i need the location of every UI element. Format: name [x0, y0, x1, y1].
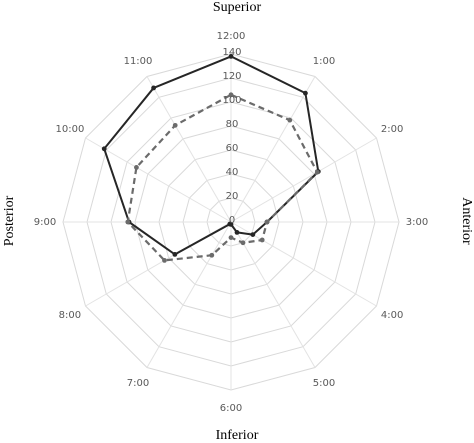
radial-tick-label: 20: [226, 191, 239, 202]
direction-label-posterior: Posterior: [2, 195, 17, 246]
category-label: 2:00: [381, 124, 403, 135]
series-point-2: [259, 237, 265, 243]
category-label: 3:00: [406, 217, 428, 228]
category-label: 12:00: [217, 31, 246, 42]
grid-spoke: [146, 221, 232, 368]
series-point-2: [264, 219, 270, 225]
category-label: 10:00: [56, 124, 85, 135]
radar-series: [101, 54, 321, 263]
radial-tick-label: 140: [222, 47, 241, 58]
series-point-1: [228, 54, 234, 59]
category-label: 1:00: [313, 56, 335, 67]
series-point-1: [227, 221, 233, 227]
grid-spoke: [230, 76, 316, 223]
radial-tick-label: 100: [222, 95, 241, 106]
series-point-2: [125, 219, 131, 225]
radial-tick-label: 40: [226, 167, 239, 178]
category-label: 5:00: [313, 378, 335, 389]
category-label: 9:00: [34, 217, 56, 228]
category-label: 11:00: [124, 56, 153, 67]
series-point-2: [240, 240, 246, 246]
category-label: 7:00: [127, 378, 149, 389]
grid-spoke: [85, 137, 232, 223]
category-label: 8:00: [59, 310, 81, 321]
category-label: 4:00: [381, 310, 403, 321]
radar-grid: [62, 53, 400, 391]
direction-label-inferior: Inferior: [216, 428, 259, 443]
series-point-1: [172, 252, 178, 257]
series-point-1: [151, 85, 157, 91]
radial-tick-label: 0: [229, 215, 235, 226]
category-label: 6:00: [220, 403, 242, 414]
series-point-2: [172, 122, 178, 128]
clock-labels: 12:00 1:00 2:00 3:00 4:00 5:00 6:00 7:00 8:00 9:0…: [34, 31, 428, 414]
grid-spoke: [230, 221, 316, 368]
series-point-1: [234, 229, 240, 235]
radial-ticks: 0 20 40 60 80 100 120 140: [222, 47, 241, 226]
series-point-2: [314, 169, 320, 175]
series-point-1: [303, 90, 308, 96]
series-point-2: [228, 92, 234, 98]
series-point-2: [209, 252, 215, 258]
radial-tick-label: 80: [226, 119, 239, 130]
direction-label-anterior: Anterior: [459, 197, 474, 245]
grid-spoke: [230, 137, 377, 223]
series-point-2: [287, 117, 293, 123]
series-point-2: [228, 235, 234, 241]
grid-spoke: [230, 221, 377, 307]
series-point-2: [162, 258, 167, 263]
series-point-2: [134, 165, 139, 170]
radial-tick-label: 60: [226, 143, 239, 154]
grid-spoke: [146, 76, 232, 223]
direction-label-superior: Superior: [213, 0, 262, 15]
series-point-1: [101, 146, 107, 152]
radial-tick-label: 120: [222, 71, 241, 82]
series-point-1: [250, 232, 256, 238]
